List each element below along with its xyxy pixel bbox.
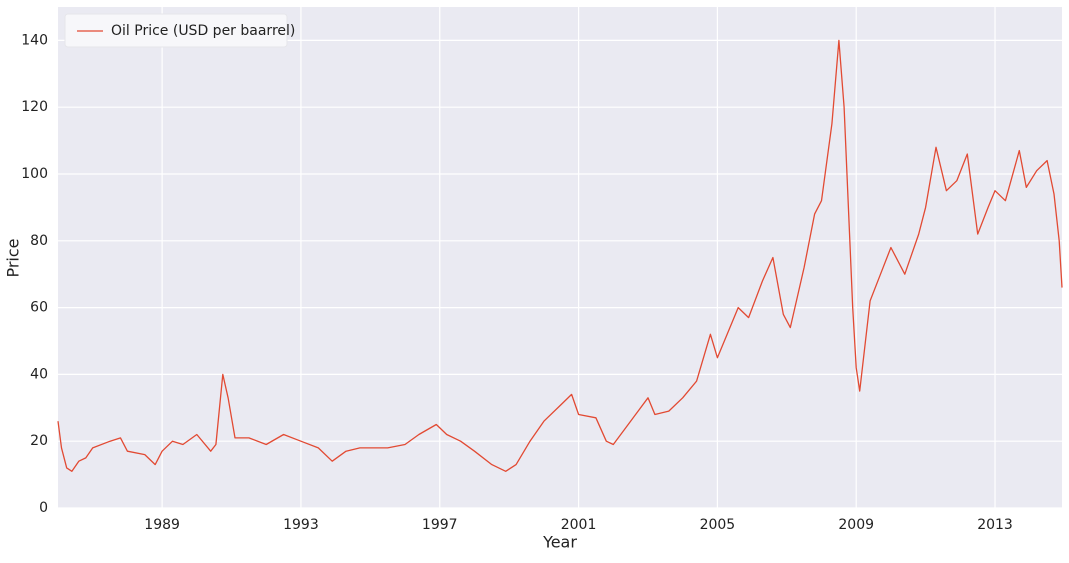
y-tick-label: 20 — [30, 433, 48, 449]
x-tick-label: 2013 — [977, 517, 1013, 533]
x-tick-label: 1993 — [283, 517, 319, 533]
y-tick-label: 60 — [30, 300, 48, 316]
x-tick-label: 2005 — [700, 517, 736, 533]
y-tick-label: 80 — [30, 233, 48, 249]
legend-label: Oil Price (USD per baarrel) — [111, 23, 295, 39]
legend-box — [64, 13, 288, 48]
y-tick-label: 100 — [21, 166, 48, 182]
line — [57, 39, 1063, 472]
y-tick-label: 0 — [39, 500, 48, 516]
y-tick-label: 140 — [21, 32, 48, 48]
x-tick-label: 2001 — [561, 517, 597, 533]
y-tick-label: 40 — [30, 366, 48, 382]
x-tick-label: 1989 — [144, 517, 180, 533]
x-tick-label: 2009 — [838, 517, 874, 533]
y-axis-label: Price — [4, 238, 23, 277]
plot-area — [58, 7, 1062, 508]
x-tick-label: 1997 — [422, 517, 458, 533]
x-axis-label: Year — [542, 533, 577, 552]
y-tick-label: 120 — [21, 99, 48, 115]
